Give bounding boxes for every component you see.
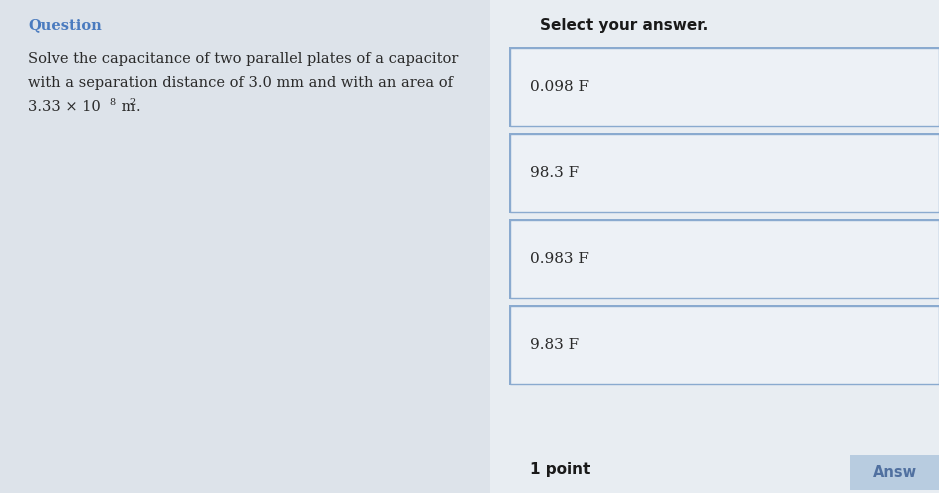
Text: Question: Question xyxy=(28,18,101,32)
Text: 0.983 F: 0.983 F xyxy=(530,252,589,266)
Text: 2: 2 xyxy=(129,98,135,107)
FancyBboxPatch shape xyxy=(0,0,490,493)
Text: 3.33 × 10: 3.33 × 10 xyxy=(28,100,100,114)
FancyBboxPatch shape xyxy=(509,47,939,127)
Text: .: . xyxy=(136,100,141,114)
Text: 98.3 F: 98.3 F xyxy=(530,166,579,180)
Text: 1 point: 1 point xyxy=(530,462,591,477)
FancyBboxPatch shape xyxy=(510,134,939,212)
FancyBboxPatch shape xyxy=(850,455,939,490)
Text: Answ: Answ xyxy=(872,465,916,480)
FancyBboxPatch shape xyxy=(509,133,939,213)
Text: Solve the capacitance of two parallel plates of a capacitor: Solve the capacitance of two parallel pl… xyxy=(28,52,458,66)
Text: m: m xyxy=(117,100,135,114)
Text: 9.83 F: 9.83 F xyxy=(530,338,579,352)
FancyBboxPatch shape xyxy=(510,48,939,126)
FancyBboxPatch shape xyxy=(509,305,939,385)
Text: with a separation distance of 3.0 mm and with an area of: with a separation distance of 3.0 mm and… xyxy=(28,76,453,90)
FancyBboxPatch shape xyxy=(510,306,939,384)
Text: 0.098 F: 0.098 F xyxy=(530,80,589,94)
FancyBboxPatch shape xyxy=(510,220,939,298)
FancyBboxPatch shape xyxy=(509,219,939,299)
Text: 8: 8 xyxy=(109,98,115,107)
Text: Select your answer.: Select your answer. xyxy=(540,18,708,33)
